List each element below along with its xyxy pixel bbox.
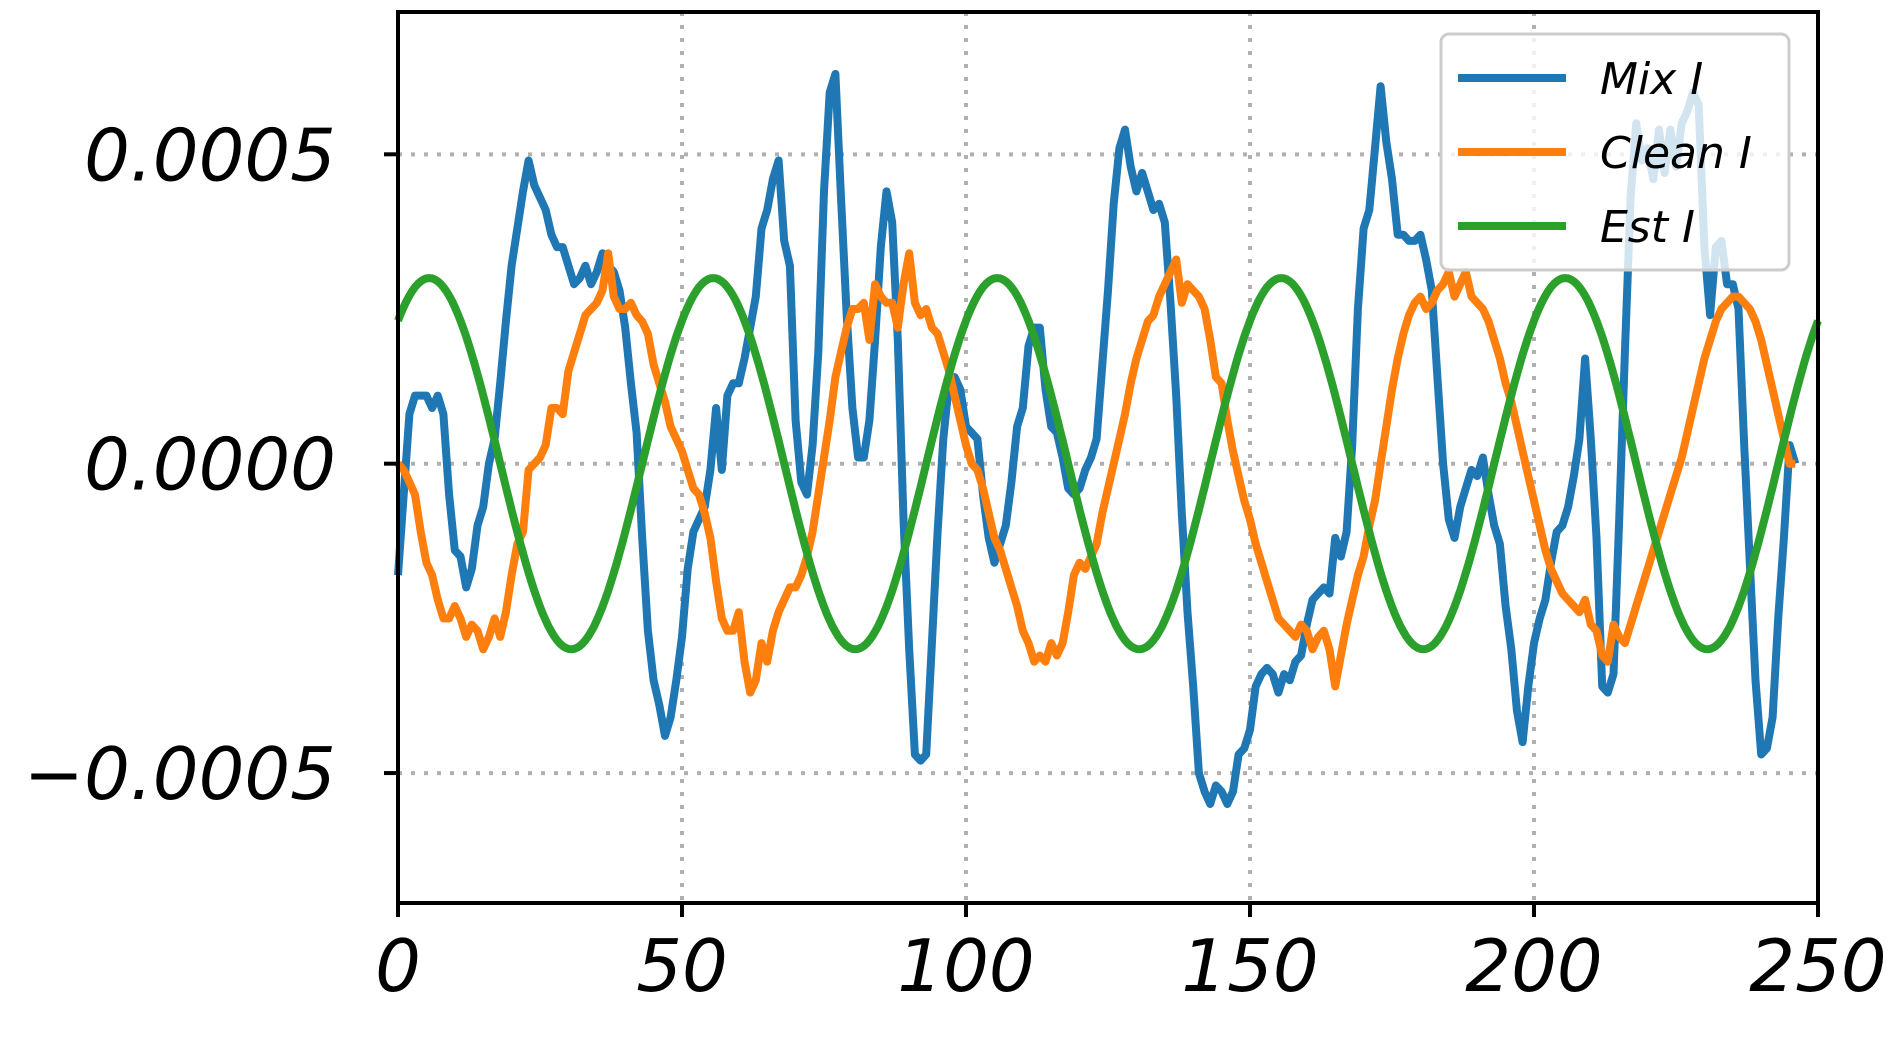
legend: Mix I Clean I Est I: [1439, 32, 1791, 272]
legend-label-mix-i: Mix I: [1600, 54, 1703, 105]
series-line-mix-i: [394, 69, 1800, 808]
plot-frame: [396, 10, 1820, 905]
x-tick-label: 50: [636, 924, 728, 1008]
series-layer: [394, 69, 1822, 808]
x-tick-label: 0: [375, 924, 421, 1008]
x-tick-label: 100: [897, 924, 1034, 1008]
legend-label-clean-i: Clean I: [1600, 128, 1752, 179]
x-tick-label: 150: [1181, 924, 1318, 1008]
series-line-clean-i: [395, 249, 1796, 697]
y-tick-label: 0.0005: [84, 113, 336, 197]
legend-label-est-i: Est I: [1600, 202, 1695, 253]
y-tick-label: 0.0000: [84, 423, 336, 507]
legend-box: [1439, 32, 1791, 272]
x-tick-label: 200: [1465, 924, 1602, 1008]
series-line-est-i: [394, 274, 1822, 654]
y-tick-label: −0.0005: [24, 732, 336, 816]
axis-ticks: 0 50 100 150 200 250 −0.0005 0.0000 0.0005: [24, 113, 1887, 1008]
x-tick-label: 250: [1749, 924, 1886, 1008]
